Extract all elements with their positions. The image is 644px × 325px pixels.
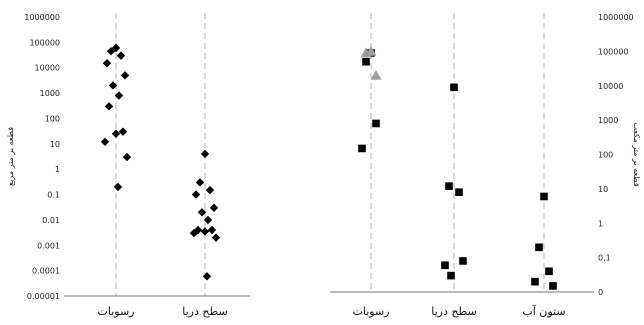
diamond-point	[206, 186, 214, 194]
y-tick-label: 100000	[598, 47, 629, 56]
y-axis-title: قطعه بر متر مربع	[6, 127, 15, 186]
y-tick-label: 10	[598, 185, 608, 194]
y-tick-label: 0.001	[37, 241, 60, 250]
y-tick-label: 1000	[598, 116, 618, 125]
diamond-point	[212, 233, 220, 241]
y-tick-label: 0.1	[47, 191, 60, 200]
y-tick-label: 10000	[598, 82, 623, 91]
square-point	[549, 282, 557, 290]
diamond-point	[105, 102, 113, 110]
y-tick-label: 0.00001	[27, 292, 60, 301]
left-panel: 1000000 100000 10000 1000 100 10 1 0.1 0.01 0.001…	[6, 13, 250, 318]
square-point	[455, 188, 463, 196]
y-tick-label: 10000	[35, 64, 60, 73]
y-tick-label: 100	[598, 151, 613, 160]
category-label: سطح دریا	[182, 305, 227, 318]
diamond-point	[192, 190, 200, 198]
diamond-point	[196, 178, 204, 186]
category-label: ستون آب	[522, 304, 565, 318]
diamond-point	[123, 153, 131, 161]
category-label: رسوبات	[98, 305, 135, 318]
y-tick-label: 0,1	[598, 254, 611, 263]
category-label: رسوبات	[353, 305, 390, 318]
square-point	[362, 58, 370, 66]
triangle-point	[371, 70, 382, 80]
diamond-point	[119, 128, 127, 136]
diamond-point	[112, 130, 120, 138]
square-point	[372, 120, 380, 128]
diamond-point	[203, 272, 211, 280]
square-point	[358, 145, 366, 153]
square-point	[535, 243, 543, 251]
right-panel: 1000000 100000 10000 1000 100 10 1 0,1 0 قطعه بر …	[330, 13, 641, 318]
diamond-point	[103, 59, 111, 67]
y-axis-title: قطعه بر متر مکعب	[632, 122, 641, 187]
diamond-point	[117, 51, 125, 59]
y-tick-label: 1	[598, 219, 603, 228]
square-point	[540, 193, 548, 201]
diamond-point	[208, 226, 216, 234]
diamond-point	[101, 138, 109, 146]
y-tick-label: 0.0001	[32, 267, 60, 276]
diamond-point	[210, 204, 218, 212]
square-point	[445, 182, 453, 190]
diamond-point	[201, 150, 209, 158]
square-point	[450, 84, 458, 92]
y-tick-label: 1000000	[24, 13, 60, 22]
square-point	[447, 272, 455, 280]
diamond-point	[121, 71, 129, 79]
category-label: سطح دریا	[431, 305, 476, 318]
y-tick-label: 1000000	[598, 13, 634, 22]
y-tick-label: 100000	[29, 38, 60, 47]
y-tick-label: 10	[50, 140, 60, 149]
square-point	[459, 257, 467, 265]
y-tick-label: 0.01	[42, 216, 60, 225]
y-tick-label: 1000	[40, 89, 60, 98]
diamond-point	[201, 227, 209, 235]
square-point	[531, 278, 539, 286]
square-point	[441, 261, 449, 269]
y-tick-label: 100	[45, 114, 60, 123]
y-tick-label: 0	[598, 288, 603, 297]
y-tick-label: 1	[55, 165, 60, 174]
square-point	[545, 268, 553, 276]
diamond-point	[114, 183, 122, 191]
